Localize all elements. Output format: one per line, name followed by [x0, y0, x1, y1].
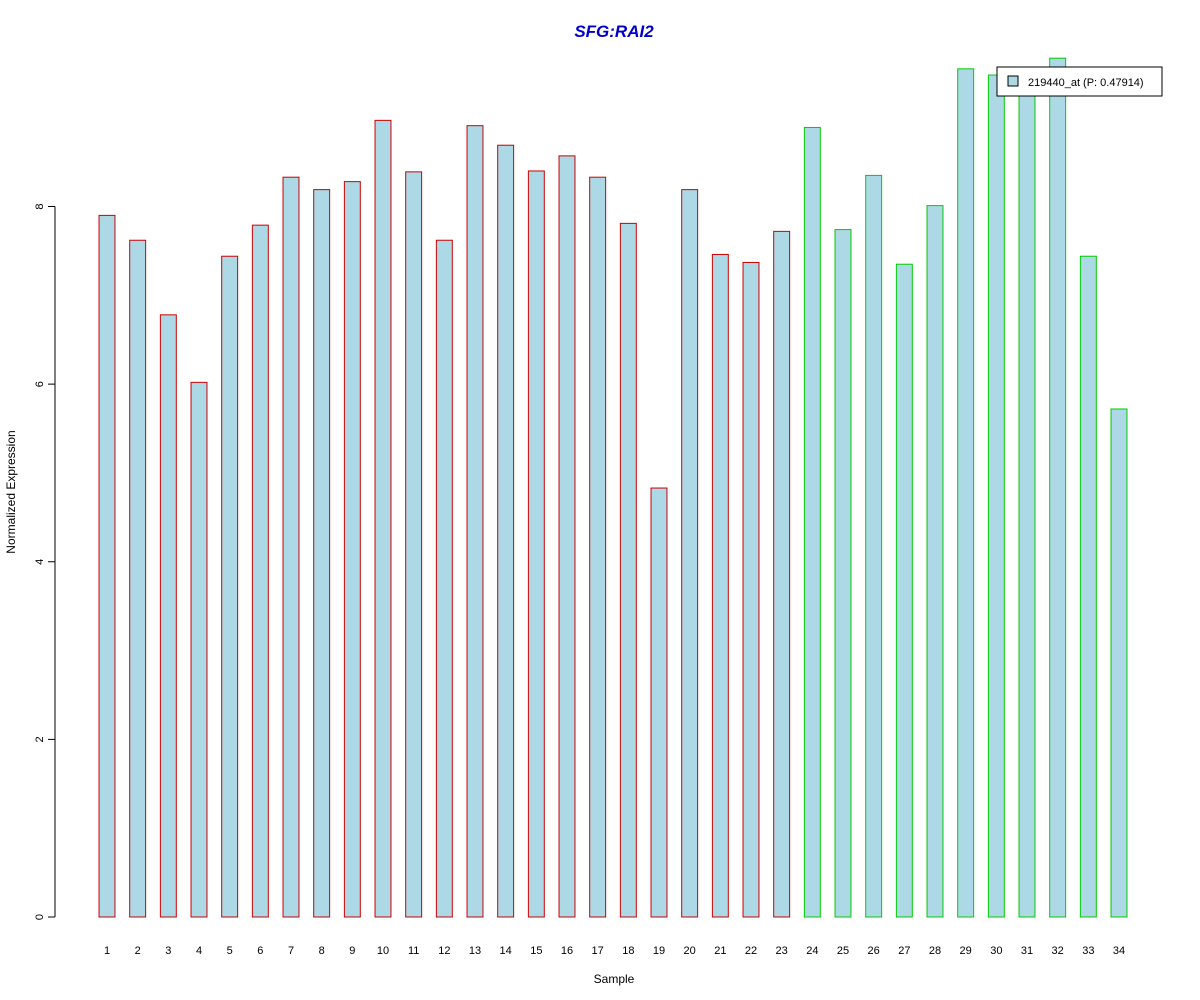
y-axis-label: Normalized Expression: [4, 430, 18, 553]
bar: [834, 229, 852, 918]
bar: [1079, 255, 1097, 918]
bar: [619, 222, 637, 918]
bar: [374, 119, 392, 918]
y-axis-tick-label: 4: [34, 559, 46, 565]
x-axis-tick-label: 30: [990, 945, 1002, 957]
x-axis-tick-label: 17: [592, 945, 604, 957]
y-axis: 0 2 4 6 8: [34, 203, 56, 920]
bar: [251, 224, 269, 918]
x-axis-tick-label: 3: [165, 945, 171, 957]
bars: [98, 57, 1128, 918]
bar: [190, 381, 208, 918]
legend: 219440_at (P: 0.47914): [996, 66, 1163, 97]
legend-swatch: [1007, 75, 1019, 87]
bar: [589, 176, 607, 918]
x-axis-tick-label: 28: [929, 945, 941, 957]
bar: [926, 205, 944, 918]
x-axis-tick-label: 20: [684, 945, 696, 957]
x-axis-tick-label: 5: [227, 945, 233, 957]
bar: [435, 239, 453, 918]
bar: [957, 68, 975, 918]
bar: [313, 189, 331, 918]
bar: [742, 261, 760, 918]
y-axis-tick-label: 8: [34, 203, 46, 209]
bar: [650, 487, 668, 918]
bar: [98, 214, 116, 918]
x-axis-tick-label: 16: [561, 945, 573, 957]
x-axis-tick-label: 14: [500, 945, 512, 957]
bar: [527, 170, 545, 918]
x-axis-tick-label: 31: [1021, 945, 1033, 957]
x-axis-tick-label: 15: [530, 945, 542, 957]
bar: [405, 171, 423, 918]
bar: [221, 255, 239, 918]
bar: [865, 174, 883, 918]
bar: [282, 176, 300, 918]
bar: [129, 239, 147, 918]
x-axis-tick-label: 1: [104, 945, 110, 957]
bar: [558, 155, 576, 918]
x-axis-tick-label: 23: [776, 945, 788, 957]
bar: [497, 144, 515, 918]
bar: [1018, 88, 1036, 918]
x-axis-tick-label: 12: [438, 945, 450, 957]
legend-label: 219440_at (P: 0.47914): [1028, 77, 1144, 89]
y-axis-tick-label: 0: [34, 914, 46, 920]
x-axis-tick-label: 10: [377, 945, 389, 957]
x-axis-tick-label: 13: [469, 945, 481, 957]
x-axis-tick-label: 34: [1113, 945, 1125, 957]
y-axis-tick-label: 2: [34, 736, 46, 742]
x-axis-tick-label: 9: [349, 945, 355, 957]
x-axis-tick-label: 27: [898, 945, 910, 957]
x-axis-tick-label: 21: [714, 945, 726, 957]
bar: [681, 189, 699, 918]
x-axis-tick-label: 26: [868, 945, 880, 957]
x-axis-tick-label: 24: [806, 945, 818, 957]
y-axis-tick-label: 6: [34, 381, 46, 387]
bar: [773, 230, 791, 918]
x-axis-tick-label: 33: [1082, 945, 1094, 957]
x-axis-tick-label: 22: [745, 945, 757, 957]
bar: [711, 253, 729, 918]
bar: [159, 314, 177, 918]
bar: [987, 74, 1005, 918]
x-axis-tick-label: 18: [622, 945, 634, 957]
x-axis-tick-labels: 1 2 3 4 5 6 7 8 9 10 11 12 13 14 15 16 17 18 19 20 21 22 23 24 2…: [104, 945, 1125, 957]
x-axis-tick-label: 8: [319, 945, 325, 957]
x-axis-tick-label: 19: [653, 945, 665, 957]
bar: [895, 263, 913, 918]
bar: [803, 126, 821, 918]
legend-box: [996, 66, 1163, 97]
bar: [1110, 408, 1128, 918]
x-axis-tick-label: 6: [257, 945, 263, 957]
x-axis-tick-label: 29: [960, 945, 972, 957]
x-axis-label: Sample: [594, 972, 635, 986]
bar: [466, 125, 484, 918]
x-axis-tick-label: 2: [135, 945, 141, 957]
bar: [1049, 57, 1067, 918]
x-axis-tick-label: 32: [1052, 945, 1064, 957]
x-axis-tick-label: 4: [196, 945, 202, 957]
x-axis-tick-label: 7: [288, 945, 294, 957]
x-axis-tick-label: 11: [408, 945, 419, 957]
chart-title: SFG:RAI2: [574, 22, 654, 41]
x-axis-tick-label: 25: [837, 945, 849, 957]
bar: [343, 181, 361, 918]
